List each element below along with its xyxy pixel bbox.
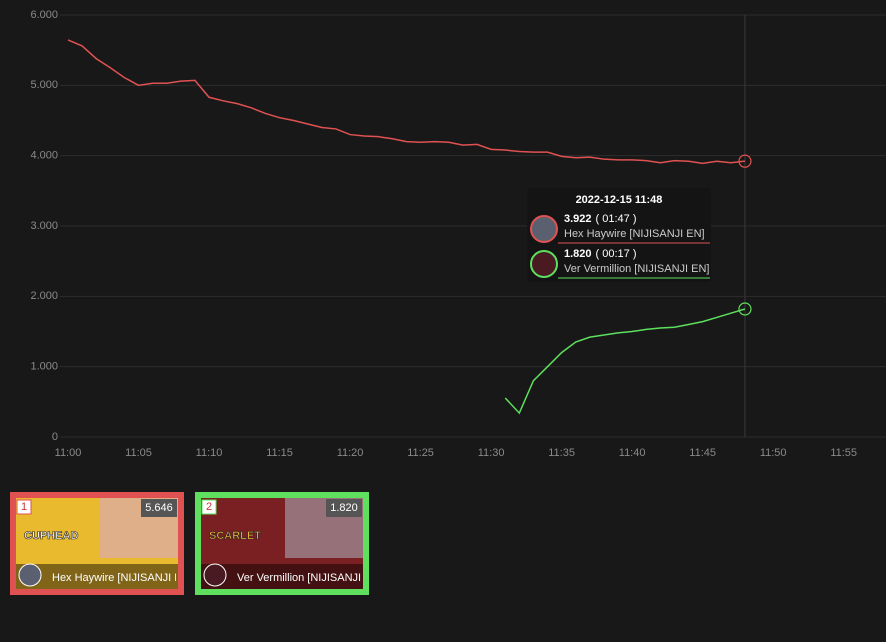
y-tick-label: 6.000 <box>30 9 58 21</box>
y-tick-label: 4.000 <box>30 150 58 162</box>
x-tick-label: 11:15 <box>266 447 293 459</box>
x-tick-label: 11:05 <box>125 447 152 459</box>
card-rank-box <box>16 499 32 515</box>
y-tick-label: 2.000 <box>30 290 58 302</box>
card-thumb-text: CUPHEAD <box>24 530 78 542</box>
card-value: 5.646 <box>145 502 173 514</box>
card-name: Hex Haywire [NIJISANJI EN] <box>52 572 193 584</box>
tooltip-duration: ( 00:17 ) <box>596 248 637 260</box>
tooltip: 2022-12-15 11:48 3.922 ( 01:47 ) Hex Haywir… <box>527 188 711 282</box>
x-tick-label: 11:10 <box>196 447 223 459</box>
x-tick-label: 11:35 <box>548 447 575 459</box>
card-value-box <box>141 499 177 517</box>
card-name: Ver Vermillion [NIJISANJI EN] <box>237 572 383 584</box>
card-avatar <box>203 563 227 587</box>
tooltip-value-row: 1.820 ( 00:17 ) <box>564 248 637 260</box>
y-tick-label: 5.000 <box>30 79 58 91</box>
tooltip-name: Ver Vermillion [NIJISANJI EN] <box>564 263 710 275</box>
tooltip-avatar <box>530 250 558 278</box>
tooltip-duration: ( 01:47 ) <box>596 213 637 225</box>
tooltip-title: 2022-12-15 11:48 <box>576 194 663 206</box>
x-tick-label: 11:40 <box>619 447 646 459</box>
card-rank: 1 <box>21 501 27 513</box>
series-line <box>504 308 746 415</box>
y-tick-label: 3.000 <box>30 220 58 232</box>
card-name-bar <box>16 564 178 589</box>
card-avatar <box>18 563 42 587</box>
card-value-box <box>326 499 362 517</box>
card-thumb-text: SCARLET <box>209 530 261 542</box>
hover-point <box>738 302 752 316</box>
y-tick-label: 0 <box>52 431 58 443</box>
x-tick-label: 11:00 <box>55 447 82 459</box>
tooltip-avatar <box>530 215 558 243</box>
card-name-bar <box>201 564 363 589</box>
x-tick-label: 11:25 <box>407 447 434 459</box>
tooltip-value-row: 3.922 ( 01:47 ) <box>564 213 637 225</box>
streamer-card[interactable]: CUPHEAD 1 5.646 Hex Haywire [NIJISANJI EN] <box>10 492 193 595</box>
card-value: 1.820 <box>330 502 358 514</box>
tooltip-value: 3.922 <box>564 213 592 225</box>
streamer-card[interactable]: SCARLET 2 1.820 Ver Vermillion [NIJISANJI E… <box>195 492 383 595</box>
hover-point <box>738 154 752 168</box>
card-rank-box <box>201 499 217 515</box>
x-tick-label: 11:30 <box>478 447 505 459</box>
x-tick-label: 11:55 <box>830 447 857 459</box>
x-tick-label: 11:45 <box>689 447 716 459</box>
tooltip-value: 1.820 <box>564 248 592 260</box>
tooltip-box <box>527 188 711 282</box>
card-rank: 2 <box>206 501 212 513</box>
x-tick-label: 11:50 <box>760 447 787 459</box>
x-tick-label: 11:20 <box>337 447 364 459</box>
series-line <box>67 39 746 165</box>
tooltip-name: Hex Haywire [NIJISANJI EN] <box>564 228 705 240</box>
y-tick-label: 1.000 <box>30 361 58 373</box>
